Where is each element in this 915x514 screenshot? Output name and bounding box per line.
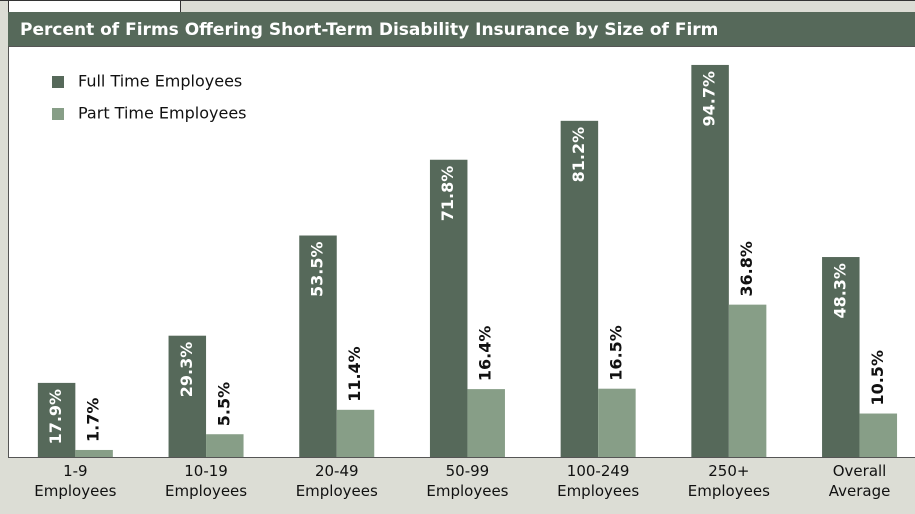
x-tick-line: 50-99 (446, 462, 490, 480)
value-label: 71.8% (438, 166, 457, 222)
x-tick-line: Employees (557, 482, 639, 500)
bar (729, 305, 767, 457)
bar (467, 389, 505, 457)
x-tick-line: 10-19 (184, 462, 228, 480)
value-label: 5.5% (214, 382, 233, 426)
value-label: 1.7% (84, 398, 103, 442)
x-tick-line: Employees (688, 482, 770, 500)
x-tick-line: 250+ (708, 462, 749, 480)
bar (75, 450, 113, 457)
chart-title: Percent of Firms Offering Short-Term Dis… (20, 20, 718, 40)
x-tick-line: 20-49 (315, 462, 359, 480)
value-label: 36.8% (737, 241, 756, 297)
x-tick-line: Employees (426, 482, 508, 500)
legend-label: Full Time Employees (78, 72, 242, 91)
value-label: 94.7% (700, 71, 719, 127)
x-tick-line: Employees (165, 482, 247, 500)
x-tick-line: 100-249 (567, 462, 630, 480)
x-tick-line: Average (829, 482, 891, 500)
bar (206, 434, 244, 457)
value-label: 53.5% (308, 242, 327, 298)
value-label: 17.9% (46, 389, 65, 445)
value-label: 11.4% (345, 346, 364, 402)
value-label: 16.4% (476, 326, 495, 382)
legend-swatch (52, 76, 64, 88)
value-label: 48.3% (830, 263, 849, 319)
x-tick-line: Employees (296, 482, 378, 500)
x-tick-line: Employees (34, 482, 116, 500)
legend-swatch (52, 108, 64, 120)
bar (860, 414, 898, 457)
value-label: 10.5% (868, 350, 887, 406)
bar (337, 410, 375, 457)
value-label: 29.3% (177, 342, 196, 398)
x-tick-line: Overall (833, 462, 887, 480)
legend-label: Part Time Employees (78, 104, 247, 123)
bar (598, 389, 636, 457)
value-label: 16.5% (606, 325, 625, 381)
value-label: 81.2% (569, 127, 588, 183)
x-tick-line: 1-9 (63, 462, 88, 480)
top-box (9, 1, 181, 13)
